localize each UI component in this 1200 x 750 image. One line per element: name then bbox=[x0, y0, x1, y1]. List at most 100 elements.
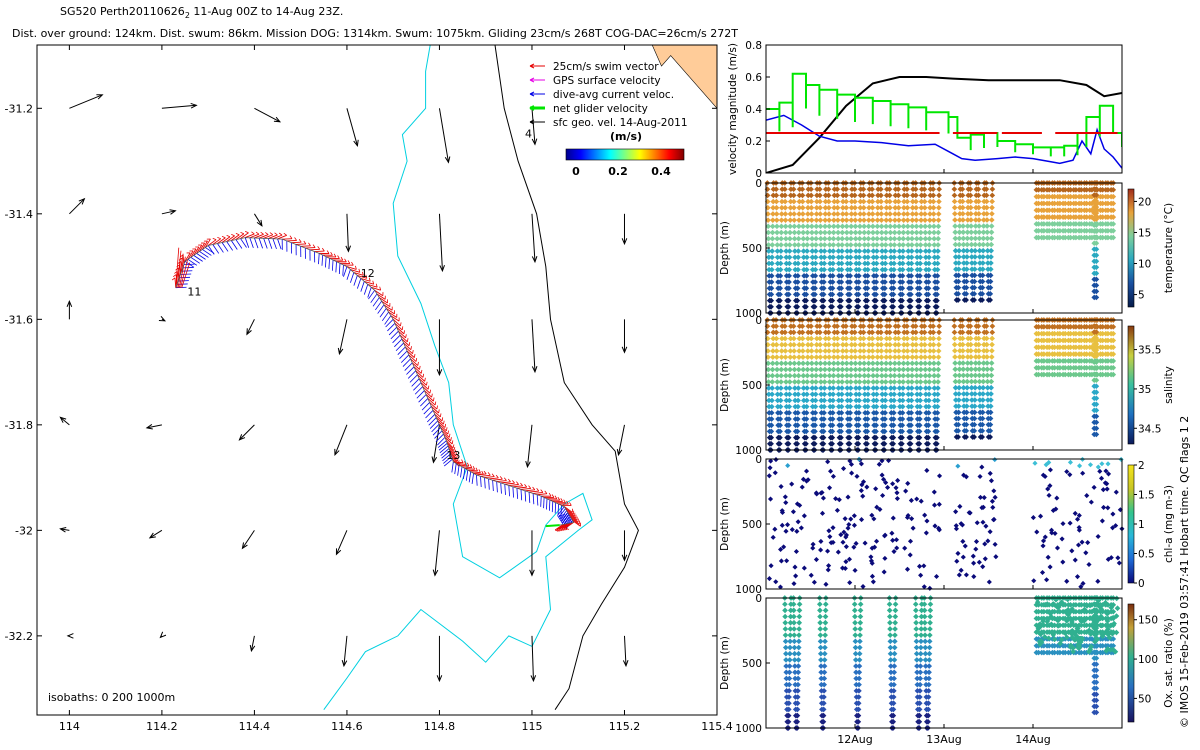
profile-point bbox=[864, 266, 871, 273]
section-colorbar bbox=[1127, 325, 1135, 445]
geo-vector bbox=[158, 315, 167, 322]
dive-avg-vector bbox=[395, 342, 404, 352]
profile-point bbox=[826, 204, 832, 211]
profile-point bbox=[865, 217, 872, 223]
profile-point bbox=[960, 241, 967, 248]
swim-vector bbox=[464, 467, 475, 470]
profile-point bbox=[909, 242, 915, 248]
profile-point bbox=[968, 223, 974, 229]
geo-vector bbox=[432, 530, 440, 577]
profile-point bbox=[963, 266, 970, 273]
profile-point bbox=[904, 223, 911, 230]
dive-avg-vector bbox=[557, 506, 565, 516]
colorbar-tick-label: 5 bbox=[1138, 290, 1145, 302]
profile-point bbox=[847, 266, 854, 273]
profile-point bbox=[782, 211, 789, 217]
profile-point bbox=[908, 248, 915, 254]
profile-point bbox=[989, 192, 996, 199]
profile-point bbox=[778, 204, 785, 211]
dive-avg-vector bbox=[402, 358, 411, 367]
profile-point bbox=[773, 204, 780, 211]
swim-vector bbox=[231, 234, 240, 241]
profile-point bbox=[899, 297, 905, 304]
profile-point bbox=[830, 223, 837, 230]
swim-vector bbox=[405, 346, 413, 354]
isobath-note: isobaths: 0 200 1000m bbox=[48, 691, 175, 704]
profile-point bbox=[812, 260, 819, 267]
velocity-ytick-label: 0.8 bbox=[745, 40, 762, 52]
profile-point bbox=[963, 291, 970, 297]
swim-vector bbox=[258, 234, 269, 239]
profile-point bbox=[879, 242, 885, 248]
colorbar-tick-label: 1 bbox=[1138, 519, 1145, 531]
profile-point bbox=[782, 186, 788, 193]
profile-point bbox=[779, 192, 785, 199]
profile-point bbox=[890, 279, 897, 285]
profile-point bbox=[777, 266, 784, 273]
profile-point bbox=[848, 192, 855, 199]
profile-point bbox=[855, 279, 862, 285]
profile-point bbox=[931, 223, 937, 230]
profile-point bbox=[835, 260, 842, 267]
profile-point bbox=[896, 248, 903, 254]
colorbar-tick-label: 2 bbox=[1138, 460, 1145, 472]
profile-point bbox=[891, 266, 897, 273]
profile-point bbox=[766, 260, 772, 267]
profile-point bbox=[967, 198, 974, 205]
profile-point bbox=[794, 303, 801, 310]
profile-point bbox=[904, 198, 911, 205]
profile-point bbox=[782, 198, 788, 205]
geo-vector bbox=[161, 209, 177, 215]
swim-vector bbox=[437, 420, 446, 428]
profile-point bbox=[900, 223, 907, 230]
profile-point bbox=[913, 235, 920, 242]
profile-point bbox=[773, 211, 780, 217]
profile-point bbox=[778, 242, 784, 248]
section-colorbar bbox=[1127, 188, 1135, 308]
swim-vector bbox=[386, 308, 395, 315]
profile-point bbox=[908, 285, 914, 292]
profile-point bbox=[886, 198, 893, 205]
profile-point bbox=[800, 211, 806, 217]
profile-point bbox=[838, 291, 844, 298]
profile-point bbox=[964, 223, 971, 229]
profile-point bbox=[873, 279, 880, 285]
profile-point bbox=[791, 204, 797, 211]
profile-point bbox=[983, 198, 990, 205]
colorbar-tick-0-4: 0.4 bbox=[651, 165, 671, 178]
profile-point bbox=[926, 217, 933, 223]
profile-point bbox=[917, 260, 924, 267]
dive-avg-vector bbox=[249, 237, 254, 249]
profile-point bbox=[821, 260, 828, 267]
profile-point bbox=[959, 198, 966, 205]
swim-vector bbox=[353, 272, 364, 276]
dive-avg-vector bbox=[454, 463, 457, 475]
profile-point bbox=[786, 279, 792, 285]
geo-vector bbox=[531, 213, 538, 264]
profile-point bbox=[957, 210, 963, 217]
profile-point bbox=[984, 229, 991, 236]
profile-point bbox=[852, 235, 859, 242]
profile-point bbox=[896, 229, 902, 236]
swim-vector bbox=[207, 239, 217, 246]
profile-point bbox=[801, 260, 807, 267]
profile-point bbox=[825, 192, 832, 199]
profile-point bbox=[927, 192, 934, 199]
profile-point bbox=[987, 291, 994, 297]
map-axes: 114 114.2 114.4 114.6 114.8 115 115.2 115.4-31.… bbox=[5, 45, 733, 733]
profile-point bbox=[821, 235, 828, 242]
profile-point bbox=[791, 211, 797, 217]
profile-point bbox=[817, 204, 823, 211]
swim-vector bbox=[217, 237, 226, 244]
dive-avg-vector bbox=[367, 287, 372, 298]
swim-vector bbox=[254, 233, 264, 239]
dive-avg-vector bbox=[512, 486, 514, 498]
profile-point bbox=[804, 260, 810, 267]
profile-point bbox=[786, 248, 793, 254]
swim-vector bbox=[381, 300, 391, 308]
profile-point bbox=[904, 217, 911, 223]
profile-point bbox=[887, 211, 893, 217]
profile-point bbox=[960, 229, 967, 236]
profile-point bbox=[964, 260, 970, 266]
